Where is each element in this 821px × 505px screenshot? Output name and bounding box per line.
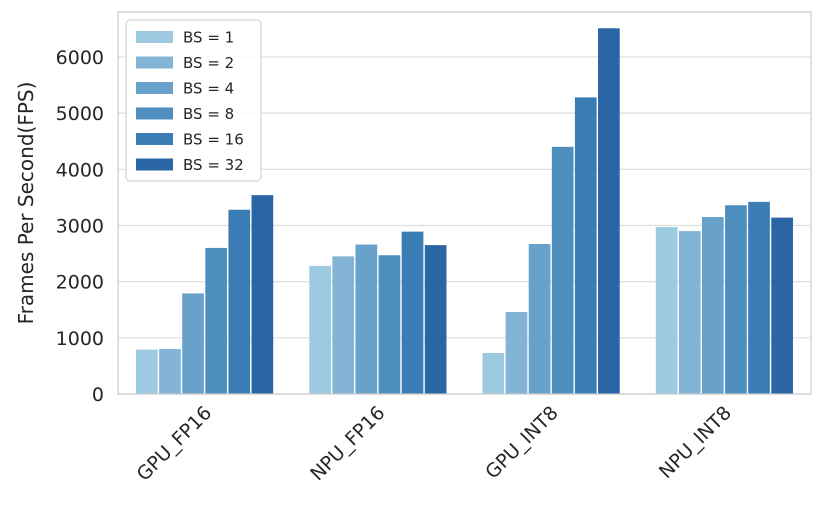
legend-swatch [136, 107, 173, 120]
legend-swatch [136, 133, 173, 145]
x-tick-label: GPU_FP16 [133, 402, 217, 486]
legend-label: BS = 2 [183, 54, 234, 72]
y-tick-label: 4000 [56, 159, 104, 181]
x-tick-label: NPU_INT8 [655, 402, 736, 483]
bar [678, 231, 701, 394]
bars [136, 28, 793, 395]
legend-label: BS = 1 [183, 29, 234, 47]
y-tick-label: 2000 [56, 272, 104, 294]
bar [725, 205, 747, 394]
y-tick-label: 5000 [56, 103, 104, 125]
bar [136, 349, 158, 394]
bar [482, 352, 505, 394]
legend-label: BS = 8 [183, 105, 234, 123]
bar [309, 265, 331, 394]
x-axis-ticks: GPU_FP16 NPU_FP16 GPU_INT8 NPU_INT8 [133, 402, 736, 486]
bar [528, 244, 551, 394]
bar [505, 311, 528, 394]
bar [655, 227, 678, 394]
y-axis-ticks: 0 1000 2000 3000 4000 5000 6000 [56, 47, 104, 406]
plot-frame [117, 11, 812, 395]
y-tick-label: 3000 [56, 215, 104, 237]
bar [182, 293, 204, 394]
bar [378, 255, 401, 394]
legend-swatch [136, 56, 173, 69]
bar [159, 349, 181, 394]
bar [771, 217, 793, 394]
bar [551, 146, 574, 394]
bar [701, 217, 724, 394]
legend-swatch [136, 158, 173, 171]
legend: BS = 1 BS = 2 BS = 4 BS = 8 BS = 16 BS = 32 [125, 19, 262, 182]
bar [598, 28, 620, 395]
bar [401, 231, 424, 394]
x-tick-label: NPU_FP16 [306, 402, 389, 485]
y-tick-label: 1000 [56, 328, 104, 350]
bar [574, 97, 597, 394]
legend-label: BS = 32 [183, 156, 244, 174]
legend-swatch [136, 31, 173, 43]
bar [748, 201, 770, 394]
bar [355, 244, 378, 394]
y-tick-label: 0 [92, 384, 104, 406]
legend-swatch [136, 82, 173, 94]
legend-label: BS = 16 [183, 131, 244, 149]
y-tick-label: 6000 [56, 47, 104, 69]
bar [205, 247, 228, 394]
legend-label: BS = 4 [183, 80, 234, 98]
bar [332, 256, 355, 394]
bar [228, 209, 251, 394]
bar [251, 195, 274, 394]
bar [424, 245, 447, 394]
y-axis-label: Frames Per Second(FPS) [14, 82, 38, 325]
x-tick-label: GPU_INT8 [481, 402, 562, 483]
